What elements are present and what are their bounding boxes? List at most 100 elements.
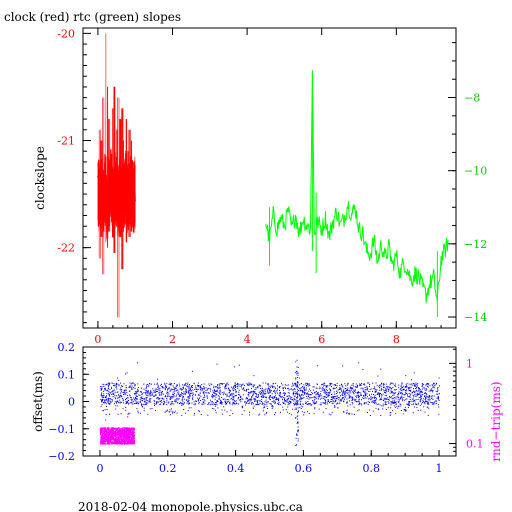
offset-point <box>337 407 339 409</box>
offset-point <box>212 397 214 399</box>
offset-point <box>104 409 106 411</box>
offset-point <box>375 402 377 404</box>
offset-point <box>161 393 163 395</box>
offset-point <box>347 382 349 384</box>
offset-point <box>254 389 256 390</box>
offset-point <box>235 402 237 404</box>
rndtrip-point <box>120 429 122 431</box>
rndtrip-point <box>112 434 114 436</box>
rndtrip-point <box>120 428 122 430</box>
rndtrip-point <box>118 438 120 440</box>
offset-point <box>290 401 292 403</box>
offset-point <box>183 402 185 404</box>
offset-point <box>330 383 332 385</box>
offset-point <box>197 399 199 401</box>
offset-point <box>332 397 334 399</box>
rndtrip-point <box>128 435 130 437</box>
offset-point <box>105 403 107 405</box>
offset-point <box>431 403 433 405</box>
offset-point <box>335 401 337 403</box>
offset-point <box>396 405 398 407</box>
offset-point <box>346 413 348 414</box>
offset-point <box>215 393 216 395</box>
rndtrip-point <box>115 427 117 429</box>
offset-point <box>347 387 349 389</box>
offset-point <box>380 387 382 389</box>
offset-point <box>205 392 207 394</box>
rndtrip-point <box>130 443 132 445</box>
offset-point <box>362 397 364 399</box>
offset-spike-point <box>297 431 299 433</box>
offset-point <box>227 382 229 384</box>
clock-series <box>96 33 137 318</box>
offset-point <box>347 389 348 391</box>
offset-point <box>407 401 409 403</box>
offset-point <box>250 392 251 394</box>
offset-point <box>163 400 165 402</box>
rndtrip-point <box>109 441 111 443</box>
offset-point <box>209 404 211 406</box>
offset-point <box>400 389 402 391</box>
offset-point <box>291 385 293 387</box>
offset-point <box>146 391 148 392</box>
offset-point <box>241 397 243 399</box>
offset-point <box>220 400 222 402</box>
offset-point <box>223 383 225 384</box>
offset-point <box>344 398 345 400</box>
offset-point <box>406 393 408 395</box>
offset-point <box>353 406 355 408</box>
offset-point <box>438 406 440 408</box>
offset-point <box>358 391 359 393</box>
offset-point <box>225 387 227 389</box>
offset-point <box>344 396 346 398</box>
offset-point <box>110 391 112 393</box>
rndtrip-point <box>114 437 116 440</box>
rndtrip-point <box>112 438 114 440</box>
offset-point <box>178 383 180 385</box>
offset-point <box>274 401 276 403</box>
rndtrip-point <box>128 438 130 440</box>
offset-point <box>145 403 147 405</box>
offset-point <box>318 396 320 398</box>
offset-point <box>260 391 262 393</box>
offset-point <box>318 395 320 396</box>
offset-point <box>395 383 397 385</box>
offset-point <box>189 395 191 397</box>
rndtrip-point <box>104 432 106 434</box>
offset-point <box>299 398 301 400</box>
offset-point <box>399 393 401 395</box>
offset-point <box>161 401 163 403</box>
rndtrip-point <box>102 434 104 436</box>
offset-point <box>153 391 155 393</box>
offset-point <box>156 391 158 392</box>
offset-point <box>409 387 411 389</box>
offset-point <box>129 412 131 414</box>
offset-point <box>159 404 161 405</box>
offset-point <box>172 396 174 398</box>
offset-point <box>211 395 213 397</box>
offset-point <box>258 414 260 416</box>
offset-spike-point <box>296 359 298 361</box>
offset-point <box>390 388 392 390</box>
offset-point <box>262 395 264 397</box>
offset-point <box>258 385 260 387</box>
offset-point <box>237 387 239 389</box>
offset-point <box>105 395 107 397</box>
offset-point <box>308 403 310 405</box>
offset-point <box>158 392 160 394</box>
offset-point <box>105 396 107 398</box>
offset-point <box>157 401 159 403</box>
offset-point <box>141 404 143 405</box>
offset-point <box>234 391 236 393</box>
offset-point <box>237 383 239 385</box>
offset-point <box>239 397 241 399</box>
offset-point <box>184 384 186 386</box>
offset-point <box>429 395 431 397</box>
offset-point <box>269 398 271 400</box>
offset-point <box>415 385 417 387</box>
offset-point <box>414 391 416 393</box>
top-x-tick-label: 6 <box>318 333 325 346</box>
rndtrip-point <box>114 435 116 437</box>
offset-point <box>197 394 199 396</box>
offset-point <box>272 406 274 408</box>
